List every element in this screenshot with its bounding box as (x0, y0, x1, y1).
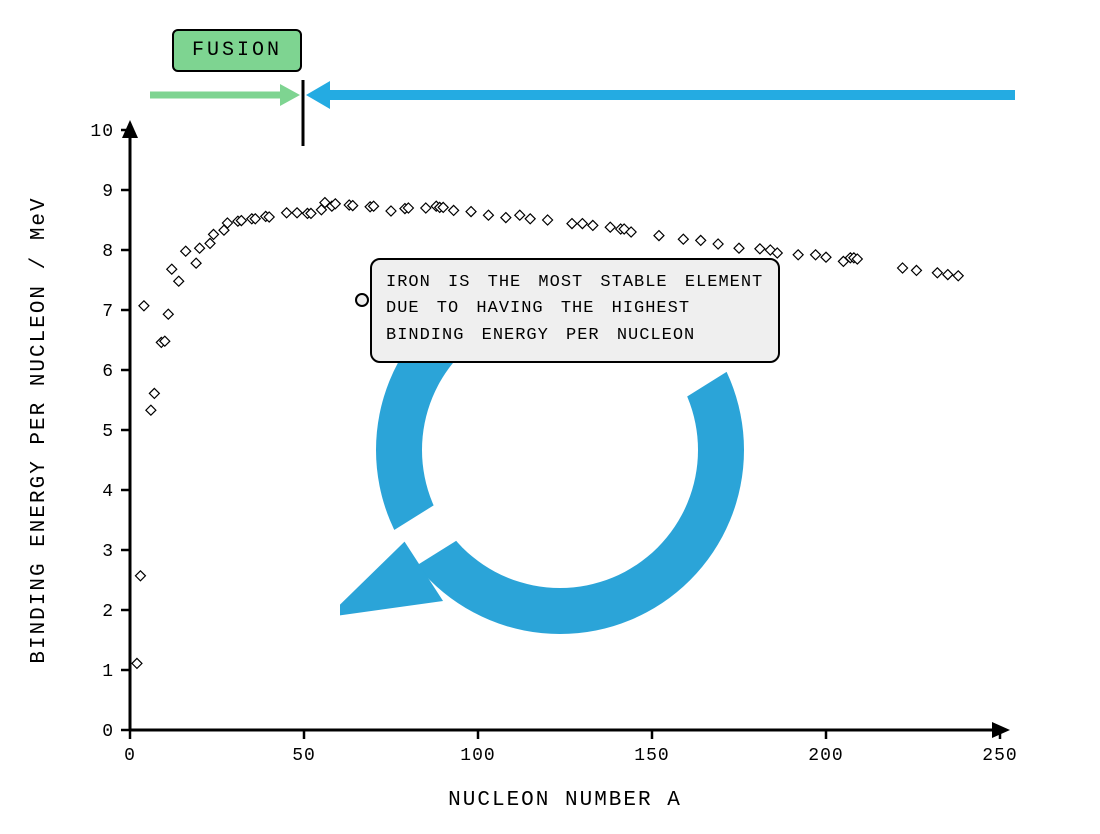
fusion-arrow (150, 84, 300, 106)
fission-label: FISSION (548, 30, 677, 65)
axes (122, 120, 1010, 738)
iron-annotation: IRON IS THE MOST STABLE ELEMENT DUE TO H… (370, 258, 780, 363)
x-axis-ticks: 0 50 100 150 200 250 (124, 730, 1018, 766)
svg-text:0: 0 (124, 746, 136, 766)
svg-text:2: 2 (102, 602, 114, 622)
fusion-label: FUSION (172, 29, 302, 72)
svg-text:6: 6 (102, 362, 114, 382)
svg-text:1: 1 (102, 662, 114, 682)
svg-text:0: 0 (102, 722, 114, 742)
svg-text:200: 200 (808, 746, 843, 766)
svg-text:100: 100 (460, 746, 495, 766)
annotation-tail (356, 294, 368, 306)
svg-text:10: 10 (90, 122, 114, 142)
svg-text:7: 7 (102, 302, 114, 322)
svg-text:9: 9 (102, 182, 114, 202)
y-axis-ticks: 0 1 2 3 4 5 6 7 8 9 10 (90, 122, 130, 742)
x-axis-title: NUCLEON NUMBER A (448, 789, 682, 812)
svg-text:3: 3 (102, 542, 114, 562)
svg-text:250: 250 (982, 746, 1017, 766)
svg-text:150: 150 (634, 746, 669, 766)
binding-energy-chart: 0 1 2 3 4 5 6 7 8 9 10 0 50 100 150 200 250 BINDING ENE… (0, 0, 1100, 834)
y-axis-title: BINDING ENERGY PER NUCLEON / MeV (28, 196, 51, 663)
svg-text:4: 4 (102, 482, 114, 502)
fission-arrow (306, 81, 1015, 109)
svg-text:5: 5 (102, 422, 114, 442)
svg-text:8: 8 (102, 242, 114, 262)
svg-text:50: 50 (292, 746, 316, 766)
